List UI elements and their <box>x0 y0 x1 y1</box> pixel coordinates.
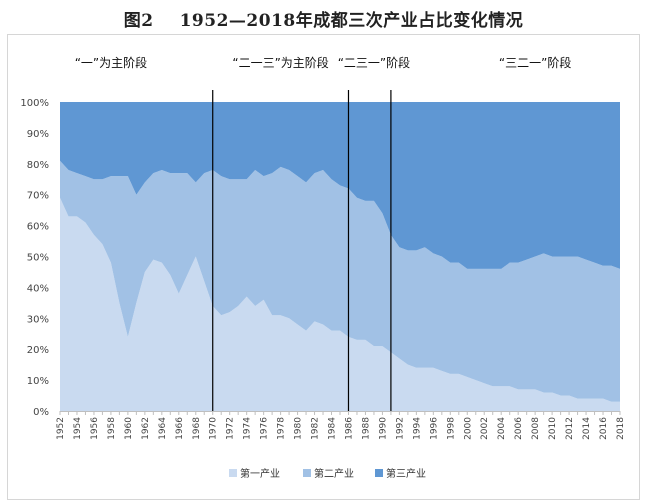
figure-title: 1952—2018年成都三次产业占比变化情况 <box>179 11 524 31</box>
x-tick-label: 2016 <box>599 417 609 440</box>
chart-frame <box>7 34 640 500</box>
x-tick-label: 2014 <box>582 417 592 440</box>
x-tick-label: 1978 <box>277 417 287 440</box>
x-tick-label: 1998 <box>446 417 456 440</box>
area-series-2 <box>60 160 620 402</box>
x-tick-label: 1958 <box>107 417 117 440</box>
x-tick-label: 2008 <box>531 417 541 440</box>
stage-label: “一”为主阶段 <box>75 55 147 70</box>
y-tick-label: 20% <box>27 345 49 356</box>
area-series-1 <box>60 197 620 411</box>
y-tick-label: 40% <box>27 283 49 294</box>
y-axis: 0% 10% 20% 30% 40% 50% 60% 70% 80% 90% 100% <box>20 98 49 418</box>
x-tick-label: 1980 <box>294 417 304 440</box>
x-tick-label: 1968 <box>192 417 202 440</box>
chart-title: 图2 1952—2018年成都三次产业占比变化情况 <box>0 6 647 31</box>
y-tick-label: 80% <box>27 160 49 171</box>
x-tick-label: 1966 <box>175 417 185 440</box>
area-series-3 <box>60 102 620 269</box>
stage-labels: “一”为主阶段 “二一三”为主阶段 “二三一”阶段 “三二一”阶段 <box>75 55 572 70</box>
legend-label: 第二产业 <box>314 467 354 480</box>
y-tick-label: 0% <box>33 407 49 418</box>
x-tick-label: 2004 <box>497 417 507 440</box>
x-tick-label: 2010 <box>548 417 558 440</box>
x-tick-label: 2018 <box>616 417 626 440</box>
x-axis: 1952 1954 1956 1958 1960 1962 1964 1966 1968 1970… <box>56 411 626 440</box>
x-tick-label: 1992 <box>395 417 405 440</box>
series-areas <box>60 102 620 411</box>
y-tick-label: 70% <box>27 191 49 202</box>
x-tick-label: 1970 <box>209 417 219 440</box>
legend-swatch <box>375 469 383 477</box>
x-tick-label: 1952 <box>56 417 66 440</box>
legend-label: 第一产业 <box>240 467 280 480</box>
x-tick-label: 2006 <box>514 417 524 440</box>
x-tick-label: 1960 <box>124 417 134 440</box>
y-tick-label: 30% <box>27 314 49 325</box>
x-tick-label: 1986 <box>344 417 354 440</box>
x-tick-label: 1984 <box>328 417 338 440</box>
x-tick-label: 1988 <box>361 417 371 440</box>
x-tick-label: 1996 <box>429 417 439 440</box>
y-tick-label: 60% <box>27 222 49 233</box>
y-tick-label: 90% <box>27 129 49 140</box>
x-tick-label: 1962 <box>141 417 151 440</box>
x-tick-label: 1954 <box>73 417 83 440</box>
x-tick-label: 1974 <box>243 417 253 440</box>
stage-dividers <box>212 90 392 411</box>
y-tick-label: 100% <box>20 98 49 109</box>
y-tick-label: 10% <box>27 376 49 387</box>
x-tick-label: 1956 <box>90 417 100 440</box>
y-tick-label: 50% <box>27 253 49 264</box>
x-tick-label: 2002 <box>480 417 490 440</box>
stage-label: “二三一”阶段 <box>338 55 410 70</box>
x-tick-label: 1964 <box>158 417 168 440</box>
legend-swatch <box>229 469 237 477</box>
x-tick-label: 1972 <box>226 417 236 440</box>
x-tick-label: 1990 <box>378 417 388 440</box>
legend-label: 第三产业 <box>386 467 426 480</box>
x-tick-label: 1994 <box>412 417 422 440</box>
x-tick-label: 2000 <box>463 417 473 440</box>
stage-label: “二一三”为主阶段 <box>232 55 328 70</box>
legend-swatch <box>303 469 311 477</box>
x-tick-label: 2012 <box>565 417 575 440</box>
legend: 第一产业 第二产业 第三产业 <box>229 467 426 480</box>
stage-label: “三二一”阶段 <box>499 55 571 70</box>
x-tick-label: 1976 <box>260 417 270 440</box>
figure-label: 图2 <box>123 11 154 31</box>
x-tick-label: 1982 <box>311 417 321 440</box>
